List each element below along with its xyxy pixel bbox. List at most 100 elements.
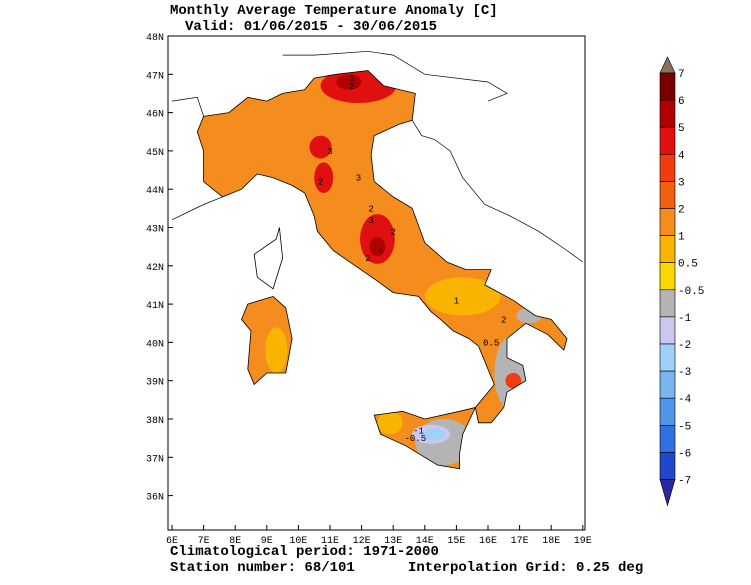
colorbar-bin [659, 235, 676, 264]
contour-label: -0.5 [405, 434, 427, 444]
lat-label: 47N [146, 71, 164, 82]
border [171, 96, 204, 117]
footer-grid: Interpolation Grid: 0.25 deg [408, 560, 643, 576]
lat-label: 42N [146, 263, 164, 274]
colorbar-bin [659, 181, 676, 209]
contour-label: 1 [454, 296, 459, 306]
anomaly-patch [377, 411, 403, 435]
colorbar-label: -0.5 [678, 286, 704, 298]
lat-label: 41N [146, 301, 164, 312]
colorbar-bin [659, 397, 676, 426]
colorbar-bin [659, 343, 676, 372]
colorbar-bin [659, 99, 676, 128]
lon-label: 16E [479, 536, 497, 547]
subtitle: Valid: 01/06/2015 - 30/06/2015 [185, 19, 437, 35]
colorbar-label: -4 [678, 394, 692, 406]
lat-label: 48N [146, 33, 164, 44]
colorbar-label: -3 [678, 367, 691, 379]
anomaly-patch [516, 307, 542, 324]
anomaly-patch [424, 277, 501, 316]
lat-label: 40N [146, 339, 164, 350]
colorbar-label: -5 [678, 421, 691, 433]
anomaly-patch [336, 74, 362, 90]
anomaly-patch [505, 373, 522, 389]
colorbar-bin [659, 126, 676, 155]
contour-label: 2 [365, 254, 370, 264]
lon-label: 7E [198, 536, 210, 547]
lon-label: 18E [542, 536, 560, 547]
coast-west [171, 196, 223, 221]
lon-label: 8E [229, 536, 241, 547]
map-frame [167, 35, 586, 531]
contour-label: 2 [349, 82, 354, 92]
lat-label: 38N [146, 416, 164, 427]
coastline [253, 227, 284, 290]
colorbar-label: -6 [678, 448, 691, 460]
coastline [196, 70, 568, 424]
colorbar-label: 4 [678, 150, 685, 162]
colorbar-label: -2 [678, 340, 691, 352]
lat-label: 37N [146, 454, 164, 465]
contour-label: 3 [327, 147, 332, 157]
colorbar: 7 6 5 4 3 2 1 0.5 -0.5 -1 -2 -3 -4 -5 -6 -7 [659, 56, 704, 507]
lat-label: 43N [146, 225, 164, 236]
contour-label: -1 [413, 426, 424, 436]
anomaly-patch [314, 162, 334, 194]
colorbar-bin [659, 154, 676, 182]
anomaly-patch [265, 327, 288, 374]
colorbar-bin [659, 370, 676, 399]
colorbar-label: 0.5 [678, 259, 698, 271]
coastline [241, 295, 293, 386]
coast-east [411, 120, 584, 263]
title: Monthly Average Temperature Anomaly [C] [170, 3, 498, 19]
lat-label: 45N [146, 148, 164, 159]
lat-label: 36N [146, 493, 164, 504]
footer-period: Climatological period: 1971-2000 [170, 544, 439, 560]
lat-label: 46N [146, 110, 164, 121]
coastline [373, 406, 477, 470]
colorbar-bin [659, 262, 676, 291]
lon-label: 19E [574, 536, 592, 547]
colorbar-label: 7 [678, 69, 685, 81]
lon-label: 11E [321, 536, 339, 547]
colorbar-label: 1 [678, 232, 685, 244]
lat-label: 44N [146, 186, 164, 197]
colorbar-bin [659, 208, 676, 236]
colorbar-label: 6 [678, 96, 685, 108]
lon-label: 12E [353, 536, 371, 547]
contour-label: 4 [378, 246, 383, 256]
lon-label: 17E [511, 536, 529, 547]
contour-label: 3 [368, 216, 373, 226]
map-area [171, 50, 584, 470]
lon-label: 6E [166, 536, 178, 547]
colorbar-label: 5 [678, 123, 685, 135]
colorbar-bin [659, 424, 676, 453]
contour-label: 3 [349, 74, 354, 84]
colorbar-label: -7 [678, 476, 691, 488]
anomaly-patch [369, 237, 386, 257]
anomaly-patch [423, 428, 446, 441]
contour-label: 2 [501, 315, 506, 325]
anomaly-patches [265, 70, 542, 465]
colorbar-arrow-bottom [659, 479, 676, 507]
lon-label: 14E [416, 536, 434, 547]
lat-label: 39N [146, 378, 164, 389]
border [282, 50, 508, 102]
colorbar-arrow-top [659, 56, 676, 74]
lon-label: 9E [261, 536, 273, 547]
footer-stations: Station number: 68/101 [170, 560, 355, 576]
colorbar-label: 2 [678, 205, 685, 217]
colorbar-label: 3 [678, 177, 685, 189]
colorbar-bin [659, 452, 676, 480]
contour-label: 2 [368, 204, 373, 214]
contour-label: 2 [390, 227, 395, 237]
colorbar-bin [659, 316, 676, 345]
lon-label: 15E [447, 536, 465, 547]
contour-label: 2 [318, 178, 323, 188]
lon-label: 13E [384, 536, 402, 547]
colorbar-bin [659, 289, 676, 318]
anomaly-patch [309, 135, 332, 159]
contour-label: 3 [356, 174, 361, 184]
contour-label: 0.5 [483, 338, 499, 348]
